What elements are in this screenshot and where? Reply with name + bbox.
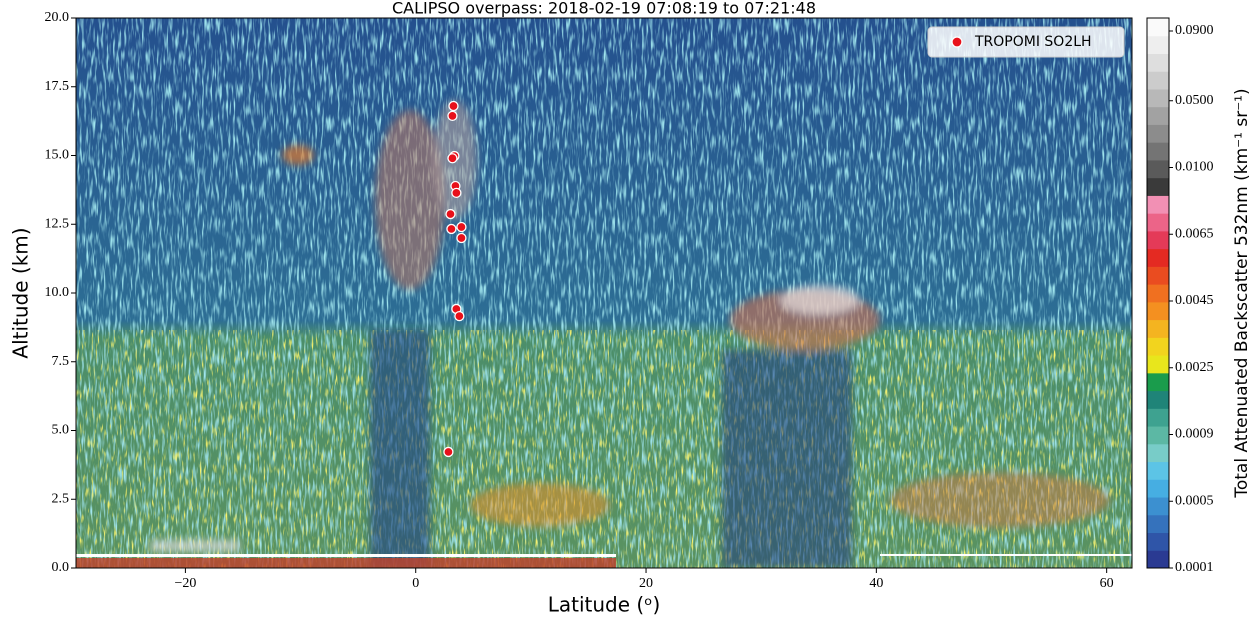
colorbar-segment: [1147, 391, 1169, 409]
colorbar-segment: [1147, 533, 1169, 551]
colorbar-segment: [1147, 195, 1169, 213]
colorbar-segment: [1147, 479, 1169, 497]
colorbar-tick-label: 0.0100: [1175, 160, 1214, 175]
page: {"chart_data": { "type": "scatter", "tit…: [0, 0, 1252, 621]
colorbar-segment: [1147, 231, 1169, 249]
colorbar-segment: [1147, 107, 1169, 125]
y-tick-label: 12.5: [45, 216, 70, 231]
colorbar-segment: [1147, 89, 1169, 107]
colorbar-segment: [1147, 284, 1169, 302]
colorbar-segment: [1147, 178, 1169, 196]
x-tick-label: 0: [412, 576, 419, 591]
colorbar-segment: [1147, 213, 1169, 231]
colorbar-segment: [1147, 124, 1169, 142]
y-tick-label: 7.5: [52, 354, 70, 369]
colorbar-tick-label: 0.0500: [1175, 93, 1214, 108]
colorbar-tick-label: 0.0001: [1175, 560, 1214, 575]
scatter-point: [452, 188, 461, 197]
y-tick-label: 10.0: [45, 285, 70, 300]
colorbar-segment: [1147, 249, 1169, 267]
colorbar-tick-label: 0.0025: [1175, 360, 1214, 375]
colorbar-segment: [1147, 497, 1169, 515]
colorbar-segment: [1147, 355, 1169, 373]
colorbar-segment: [1147, 142, 1169, 160]
x-tick-label: 40: [869, 576, 883, 591]
y-tick-label: 17.5: [45, 79, 70, 94]
chart: CALIPSO overpass: 2018-02-19 07:08:19 to…: [0, 0, 1252, 621]
x-axis-label: Latitude (ᵒ): [548, 593, 661, 617]
scatter-point: [449, 102, 458, 111]
colorbar-tick-label: 0.0005: [1175, 493, 1214, 508]
legend-marker: [952, 37, 962, 47]
scatter-point: [448, 154, 457, 163]
colorbar-segment: [1147, 53, 1169, 71]
colorbar-segment: [1147, 302, 1169, 320]
y-tick-label: 2.5: [52, 491, 70, 506]
scatter-point: [446, 210, 455, 219]
colorbar-segment: [1147, 426, 1169, 444]
y-tick-label: 0.0: [52, 560, 70, 575]
colorbar-tick-label: 0.0900: [1175, 23, 1214, 38]
colorbar-tick-label: 0.0065: [1175, 226, 1214, 241]
colorbar-segment: [1147, 266, 1169, 284]
scatter-point: [448, 111, 457, 120]
scatter-point: [457, 234, 466, 243]
colorbar-tick-label: 0.0045: [1175, 293, 1214, 308]
chart-title: CALIPSO overpass: 2018-02-19 07:08:19 to…: [392, 0, 816, 18]
x-tick-label: 20: [639, 576, 653, 591]
x-tick-label: −20: [174, 576, 196, 591]
colorbar-segment: [1147, 550, 1169, 568]
scatter-point: [455, 312, 464, 321]
colorbar-segment: [1147, 373, 1169, 391]
colorbar-segment: [1147, 71, 1169, 89]
colorbar-segment: [1147, 36, 1169, 54]
x-tick-label: 60: [1100, 576, 1114, 591]
y-tick-label: 15.0: [45, 148, 70, 163]
y-tick-label: 5.0: [52, 423, 70, 438]
y-tick-label: 20.0: [45, 10, 70, 25]
scatter-point: [444, 447, 453, 456]
colorbar-segment: [1147, 337, 1169, 355]
colorbar-segment: [1147, 515, 1169, 533]
colorbar-label: Total Attenuated Backscatter 532nm (km⁻¹…: [1232, 88, 1252, 498]
colorbar-segment: [1147, 462, 1169, 480]
y-axis-label: Altitude (km): [9, 227, 33, 358]
scatter-point: [457, 223, 466, 232]
colorbar-segment: [1147, 160, 1169, 178]
scatter-point: [447, 224, 456, 233]
backscatter-image: [76, 18, 1132, 568]
colorbar-segment: [1147, 18, 1169, 36]
colorbar-segment: [1147, 320, 1169, 338]
colorbar-segment: [1147, 444, 1169, 462]
colorbar-tick-label: 0.0009: [1175, 427, 1214, 442]
legend-label: TROPOMI SO2LH: [974, 34, 1092, 50]
colorbar-segment: [1147, 408, 1169, 426]
